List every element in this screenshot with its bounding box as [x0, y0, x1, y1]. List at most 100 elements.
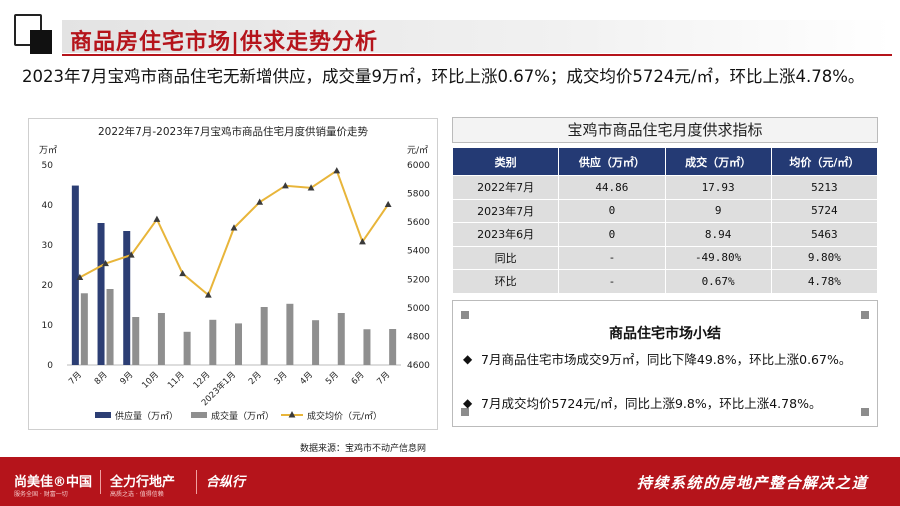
table-row: 2023年7月 0 9 5724 [451, 198, 879, 223]
table-cell: 17.93 [664, 175, 772, 200]
x-tick-label: 3月 [273, 370, 290, 387]
table-cell: 5463 [770, 222, 879, 247]
corner-square-icon [861, 311, 869, 319]
table-cell: - [558, 245, 666, 270]
table-header-cell: 类别 [451, 147, 560, 176]
deal-volume-bar [312, 320, 320, 365]
header-corner-block [30, 30, 52, 54]
supply-bar [97, 223, 105, 365]
table-cell: 9 [664, 198, 772, 223]
diamond-bullet-icon: ◆ [463, 352, 473, 366]
right-tick-label: 5400 [407, 247, 430, 257]
footer-brand-2: 全力行地产 [110, 475, 176, 490]
table-cell: 2023年6月 [451, 222, 560, 247]
x-tick-label: 9月 [118, 370, 135, 387]
price-point [127, 251, 135, 258]
deal-volume-bar [286, 303, 294, 365]
left-tick-label: 20 [42, 281, 54, 291]
x-tick-label: 2月 [247, 370, 264, 387]
summary-bullet-text: 7月成交均价5724元/㎡，同比上涨9.8%，环比上涨4.78%。 [481, 396, 822, 411]
data-source: 数据来源：宝鸡市不动产信息网 [300, 444, 427, 454]
diamond-bullet-icon: ◆ [463, 396, 473, 410]
price-point [384, 200, 392, 208]
legend-supply-swatch [95, 412, 111, 418]
table-header-cell: 成交（万㎡） [664, 147, 772, 176]
left-axis-unit: 万㎡ [39, 145, 57, 156]
deal-volume-bar [235, 323, 242, 365]
right-tick-label: 5800 [407, 190, 430, 200]
price-point [359, 238, 366, 245]
summary-bullet: ◆ 7月成交均价5724元/㎡，同比上涨9.8%，环比上涨4.78%。 [463, 393, 871, 414]
table-cell: 0.67% [664, 269, 772, 294]
right-tick-label: 5600 [407, 218, 430, 228]
legend-price-label: 成交均价（元/㎡） [307, 410, 382, 422]
page-title: 商品房住宅市场|供求走势分析 [70, 30, 379, 55]
price-point [307, 184, 315, 191]
supply-bar [123, 231, 131, 365]
x-tick-label: 5月 [324, 370, 341, 387]
price-point [76, 273, 84, 281]
x-tick-label: 7月 [375, 370, 392, 387]
corner-square-icon [461, 311, 469, 319]
deal-volume-bar [337, 313, 345, 365]
deal-volume-bar [157, 313, 165, 365]
x-tick-label: 10月 [140, 370, 161, 391]
footer-brand-1: 尚美佳®中国 [14, 475, 93, 490]
table-cell: 5724 [770, 198, 879, 223]
right-tick-label: 6000 [407, 161, 430, 171]
x-tick-label: 11月 [166, 370, 187, 391]
left-tick-label: 30 [42, 241, 54, 251]
combo-chart: 2022年7月-2023年7月宝鸡市商品住宅月度供销量价走势 万㎡ 元/㎡ 0 1… [39, 125, 430, 422]
footer-divider [100, 470, 101, 494]
footer-bar: 尚美佳®中国 服务全国 · 财富一切 全力行地产 高质之选 · 值得信赖 合纵行… [0, 457, 900, 506]
left-tick-label: 10 [42, 321, 54, 331]
table-cell: 0 [558, 198, 666, 223]
title-underline [62, 54, 892, 56]
price-point [256, 198, 264, 205]
price-point [102, 259, 109, 267]
price-point [204, 291, 212, 298]
table-cell: 9.80% [770, 245, 879, 270]
footer-brand-1-sub: 服务全国 · 财富一切 [14, 491, 68, 498]
table-cell: 0 [558, 222, 666, 247]
legend-price-marker [288, 411, 296, 418]
right-tick-label: 4800 [407, 332, 430, 342]
x-tick-label: 7月 [67, 370, 84, 387]
table-cell: 44.86 [558, 175, 666, 200]
legend-deal-label: 成交量（万㎡） [211, 410, 274, 422]
right-axis-unit: 元/㎡ [407, 145, 428, 156]
table-header-cell: 均价（元/㎡） [770, 147, 879, 176]
summary-bullet: ◆ 7月商品住宅市场成交9万㎡，同比下降49.8%，环比上涨0.67%。 [463, 349, 871, 370]
left-tick-label: 0 [47, 361, 53, 371]
table-cell: 同比 [451, 245, 560, 270]
left-tick-label: 40 [42, 201, 54, 211]
deal-volume-bar [183, 331, 191, 365]
price-point [179, 269, 187, 277]
x-tick-label: 12月 [192, 370, 213, 391]
table-cell: 环比 [451, 269, 560, 294]
price-point [333, 167, 341, 174]
table-row: 2022年7月 44.86 17.93 5213 [451, 175, 879, 200]
corner-square-icon [861, 408, 869, 416]
footer-divider [196, 470, 197, 494]
x-tick-label: 8月 [93, 370, 110, 387]
deal-volume-bar [389, 329, 397, 365]
summary-bullet-text: 7月商品住宅市场成交9万㎡，同比下降49.8%，环比上涨0.67%。 [481, 352, 852, 367]
legend-supply-label: 供应量（万㎡） [115, 410, 178, 422]
chart-panel: 2022年7月-2023年7月宝鸡市商品住宅月度供销量价走势 万㎡ 元/㎡ 0 1… [28, 118, 438, 430]
deal-volume-bar [363, 329, 371, 365]
table-cell: 2023年7月 [451, 198, 560, 223]
table-header-row: 类别 供应（万㎡） 成交（万㎡） 均价（元/㎡） [451, 147, 879, 176]
legend-deal-swatch [191, 412, 207, 418]
right-tick-label: 5200 [407, 275, 430, 285]
left-tick-label: 50 [42, 161, 54, 171]
footer-brand-3: 合纵行 [206, 475, 246, 490]
deal-volume-bar [209, 319, 217, 365]
summary-box: 商品住宅市场小结 ◆ 7月商品住宅市场成交9万㎡，同比下降49.8%，环比上涨0… [452, 300, 878, 427]
deal-volume-bar [106, 289, 114, 365]
supply-bar [71, 185, 79, 365]
table-cell: -49.80% [664, 245, 772, 270]
deal-volume-bar [132, 317, 140, 365]
footer-brand-2-sub: 高质之选 · 值得信赖 [110, 491, 164, 498]
x-tick-label: 4月 [298, 370, 315, 387]
